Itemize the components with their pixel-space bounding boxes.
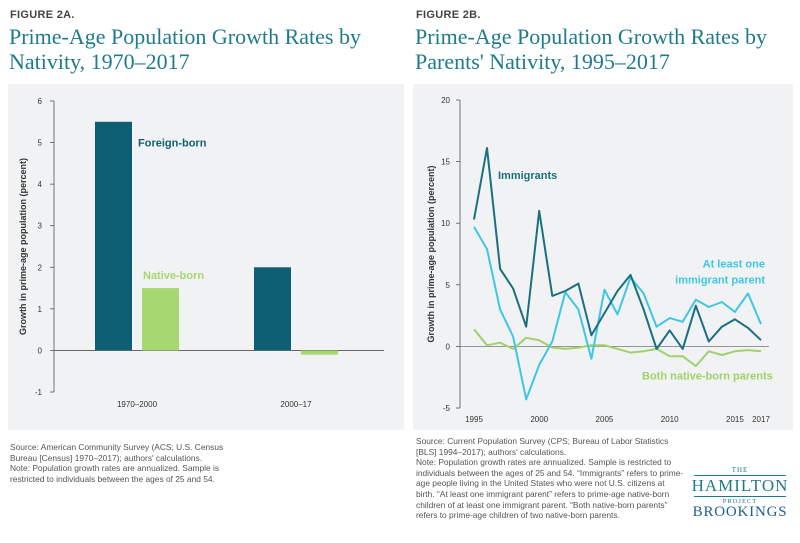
series-label-foreign-born: Foreign-born xyxy=(138,138,207,150)
y-tick-label: 5 xyxy=(446,281,451,290)
figure-a-source: Source: American Community Survey (ACS; … xyxy=(10,442,224,463)
x-tick-label: 1995 xyxy=(465,415,483,424)
y-tick-label: 3 xyxy=(38,222,43,231)
y-tick-label: 1 xyxy=(38,305,43,314)
figure-b-notes: Source: Current Population Survey (CPS; … xyxy=(416,436,684,521)
x-tick-label: 2017 xyxy=(752,415,770,424)
figure-b-note: Note: Population growth rates are annual… xyxy=(416,457,684,521)
line-series-at-least-one-immigrant-parent xyxy=(473,226,762,401)
bar-chart-nativity: -1 0 1 2 3 4 5 6 Growth in prime-age population … xyxy=(18,97,384,409)
y-tick-label: 15 xyxy=(441,158,450,167)
logo-the: THE xyxy=(731,466,749,474)
y-axis-title: Growth in prime-age population (percent) xyxy=(18,158,28,335)
series-label-immigrant-parent-line2: immigrant parent xyxy=(675,275,765,287)
bar-native-born xyxy=(301,350,338,355)
x-category-label: 1970–2000 xyxy=(117,400,158,409)
series-label-native-born: Native-born xyxy=(143,270,204,282)
y-tick-label: 0 xyxy=(446,342,451,351)
x-tick-label: 2005 xyxy=(596,415,614,424)
figure-a-note: Note: Population growth rates are annual… xyxy=(10,463,220,484)
figure-a-title-line2: Nativity, 1970–2017 xyxy=(9,49,190,74)
figure-b-title-line1: Prime-Age Population Growth Rates by xyxy=(415,24,767,49)
series-label-native-parents: Both native-born parents xyxy=(642,371,773,383)
figure-b-source: Source: Current Population Survey (CPS; … xyxy=(416,436,669,457)
figure-b-label: FIGURE 2B. xyxy=(416,9,481,21)
line-series-both-native-born-parents xyxy=(473,328,762,368)
series-label-immigrant-parent-line1: At least one xyxy=(703,259,765,271)
figure-a-title-line1: Prime-Age Population Growth Rates by xyxy=(9,24,361,49)
logo-hamilton: HAMILTON xyxy=(691,476,789,495)
x-tick-label: 2000 xyxy=(530,415,548,424)
bar-foreign-born xyxy=(95,121,132,351)
series-label-immigrants: Immigrants xyxy=(498,170,557,182)
brookings-logo: BROOKINGS xyxy=(692,504,788,520)
y-tick-label: 6 xyxy=(38,97,43,106)
y-tick-label: 4 xyxy=(38,180,43,189)
y-tick-label: 10 xyxy=(441,219,450,228)
y-tick-label: -1 xyxy=(35,388,43,397)
y-tick-label: 0 xyxy=(38,346,43,355)
x-tick-label: 2010 xyxy=(661,415,679,424)
bar-native-born xyxy=(142,288,179,351)
figure-a-label: FIGURE 2A. xyxy=(10,9,75,21)
logo-project: PROJECT xyxy=(722,498,758,505)
hamilton-project-logo: THE HAMILTON PROJECT xyxy=(690,466,790,505)
figure-a-panel xyxy=(8,84,404,430)
bar-foreign-born xyxy=(254,267,291,351)
y-tick-label: 20 xyxy=(441,96,450,105)
figure-a-notes: Source: American Community Survey (ACS; … xyxy=(10,442,245,484)
y-tick-label: 2 xyxy=(38,263,43,272)
y-tick-label: 5 xyxy=(38,139,43,148)
figure-b-panel xyxy=(413,84,793,430)
x-category-label: 2000–17 xyxy=(280,400,312,409)
figure-b-title: Prime-Age Population Growth Rates by Par… xyxy=(415,24,767,74)
x-tick-label: 2015 xyxy=(726,415,744,424)
line-chart-parents-nativity: -5 0 5 10 15 20 Growth in prime-age population… xyxy=(426,96,773,424)
figure-a-title: Prime-Age Population Growth Rates by Nat… xyxy=(9,24,361,74)
y-tick-label: -5 xyxy=(443,404,451,413)
y-axis-title: Growth in prime-age population (percent) xyxy=(426,165,436,342)
line-series-immigrants xyxy=(473,147,762,350)
figure-b-title-line2: Parents' Nativity, 1995–2017 xyxy=(415,49,670,74)
